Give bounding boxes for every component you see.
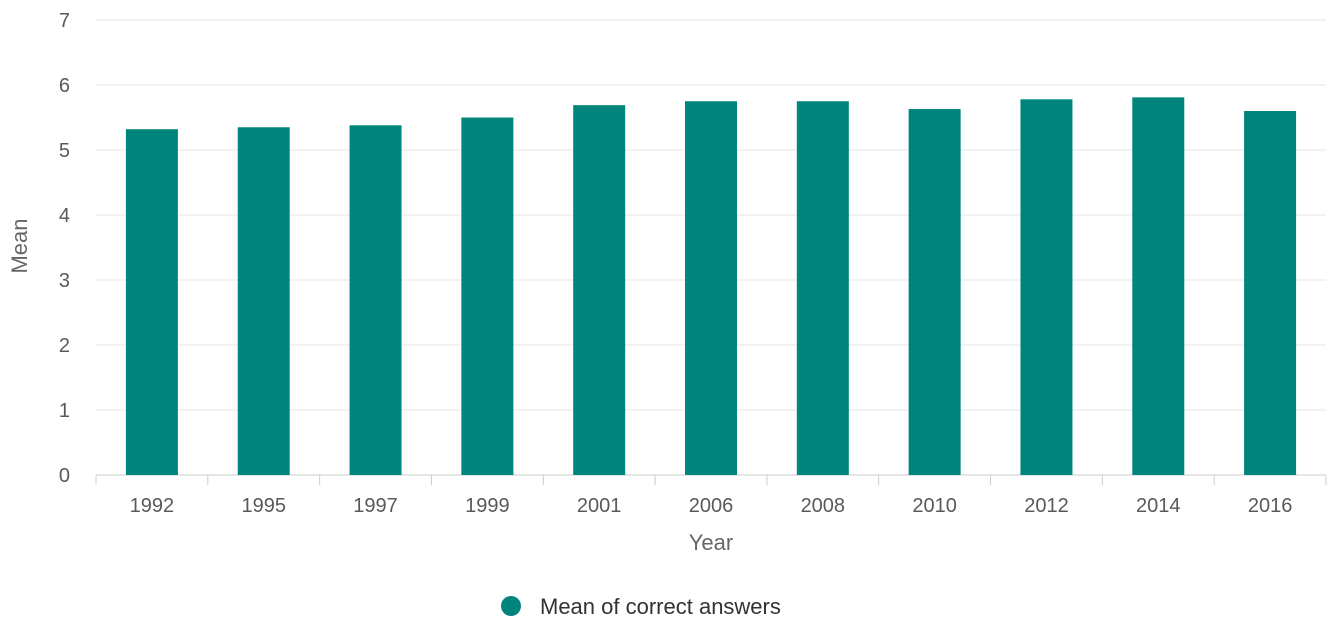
bar-2016[interactable] <box>1244 111 1297 475</box>
x-axis-ticks: 1992 1995 1997 1999 2001 2006 2008 2010 2012 2014… <box>95 475 1327 517</box>
y-tick-label: 7 <box>59 10 70 32</box>
bar-2014[interactable] <box>1132 97 1185 475</box>
y-tick-label: 2 <box>59 335 70 357</box>
legend-label: Mean of correct answers <box>540 594 781 619</box>
x-tick-label: 2014 <box>1136 495 1181 517</box>
x-tick-label: 2010 <box>912 495 957 517</box>
y-tick-label: 1 <box>59 400 70 422</box>
bar-2008[interactable] <box>796 101 849 475</box>
x-tick-label: 2016 <box>1248 495 1293 517</box>
x-tick-label: 1999 <box>465 495 510 517</box>
x-tick-label: 2001 <box>577 495 622 517</box>
y-tick-label: 5 <box>59 140 70 162</box>
x-tick-label: 2012 <box>1024 495 1069 517</box>
bar-2012[interactable] <box>1020 99 1073 476</box>
bar-2006[interactable] <box>685 101 737 475</box>
y-tick-label: 6 <box>59 75 70 97</box>
x-tick-label: 2008 <box>801 495 846 517</box>
x-tick-label: 1995 <box>241 495 286 517</box>
y-axis-ticks: 0 1 2 3 4 5 6 7 <box>59 10 70 487</box>
bar-1997[interactable] <box>349 125 402 476</box>
x-tick-label: 1997 <box>353 495 398 517</box>
x-axis-title: Year <box>689 530 733 555</box>
x-tick-label: 1992 <box>130 495 175 517</box>
legend-marker-icon <box>501 596 521 616</box>
bar-2001[interactable] <box>573 105 626 476</box>
legend[interactable]: Mean of correct answers <box>501 594 781 619</box>
y-tick-label: 3 <box>59 270 70 292</box>
y-axis-title: Mean <box>7 218 32 273</box>
bar-1995[interactable] <box>237 127 290 475</box>
bars <box>125 97 1297 476</box>
x-tick-label: 2006 <box>689 495 734 517</box>
bar-2010[interactable] <box>908 109 961 476</box>
bar-1992[interactable] <box>125 129 178 475</box>
y-tick-label: 0 <box>59 465 70 487</box>
bar-1999[interactable] <box>461 117 514 476</box>
y-tick-label: 4 <box>59 205 70 227</box>
